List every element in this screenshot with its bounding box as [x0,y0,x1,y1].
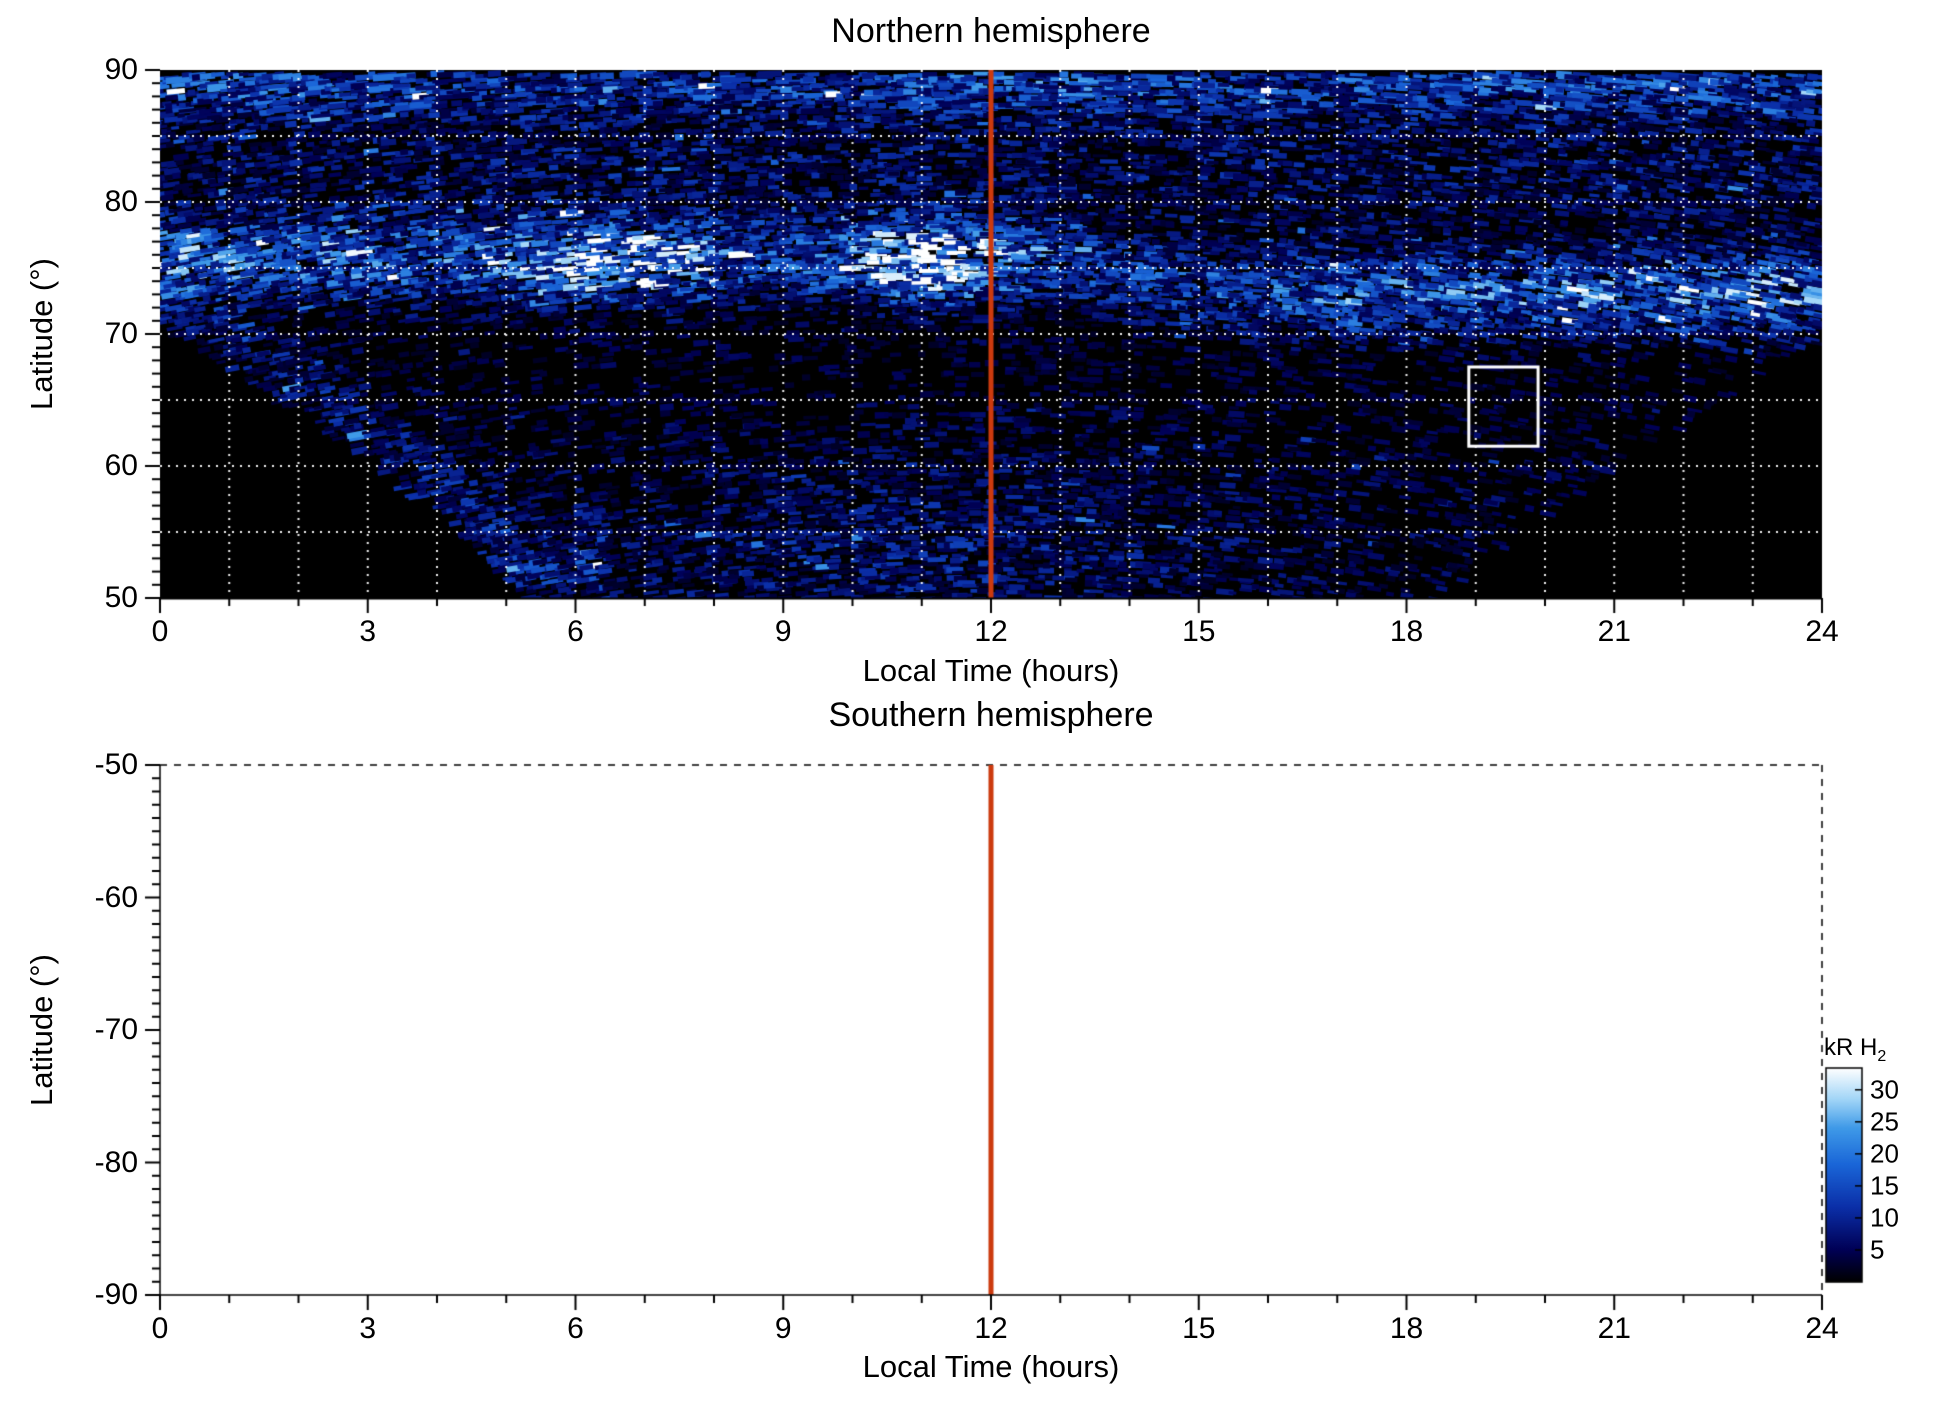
colorbar-tick-label: 10 [1870,1202,1899,1233]
north-x-tick-label: 18 [1389,615,1424,648]
south-x-tick-label: 21 [1597,1312,1631,1345]
north-y-tick-label: 70 [104,317,138,350]
colorbar-tick-label: 25 [1870,1106,1899,1137]
colorbar-tick-label: 30 [1870,1074,1899,1105]
south-x-tick-label: 0 [151,1312,169,1345]
north-x-tick-label: 21 [1597,615,1631,648]
north-panel-title: Northern hemisphere [831,12,1151,50]
colorbar-tick-label: 5 [1870,1234,1885,1265]
south-x-tick-label: 9 [774,1312,792,1345]
north-x-tick-label: 24 [1805,615,1839,648]
north-y-tick-label: 60 [104,449,138,482]
north-x-axis-label: Local Time (hours) [862,653,1120,688]
south-y-tick-label: -80 [94,1145,138,1179]
north-y-tick-label: 90 [104,53,138,86]
south-x-tick-label: 12 [974,1312,1008,1345]
south-y-axis-label: Latitude (°) [24,954,59,1106]
south-y-tick-label: -50 [94,748,138,781]
south-x-tick-label: 18 [1389,1312,1424,1345]
north-x-tick-label: 6 [567,615,584,648]
south-y-tick-label: -60 [94,880,138,914]
south-y-tick-label: -70 [94,1013,138,1046]
colorbar-tick-label: 15 [1870,1170,1899,1201]
north-y-tick-label: 80 [104,185,138,218]
north-y-tick-label: 50 [104,581,138,614]
north-x-tick-label: 12 [974,615,1008,648]
colorbar-label-subscript: 2 [1877,1047,1887,1065]
colorbar-tick-label: 20 [1870,1138,1899,1169]
south-x-tick-label: 15 [1182,1312,1216,1345]
north-x-tick-label: 0 [151,615,169,648]
north-y-axis-label: Latitude (°) [24,258,59,410]
south-x-tick-label: 6 [567,1312,584,1345]
colorbar-label: kR H2 [1824,1034,1886,1066]
south-x-tick-label: 3 [359,1312,377,1345]
north-x-tick-label: 15 [1182,615,1216,648]
colorbar-label-main: kR H [1824,1034,1878,1061]
north-x-tick-label: 9 [774,615,792,648]
north-x-tick-label: 3 [359,615,377,648]
south-y-tick-label: -90 [94,1278,138,1311]
south-panel-title: Southern hemisphere [828,696,1154,734]
south-x-tick-label: 24 [1805,1312,1839,1345]
south-x-axis-label: Local Time (hours) [862,1349,1120,1384]
